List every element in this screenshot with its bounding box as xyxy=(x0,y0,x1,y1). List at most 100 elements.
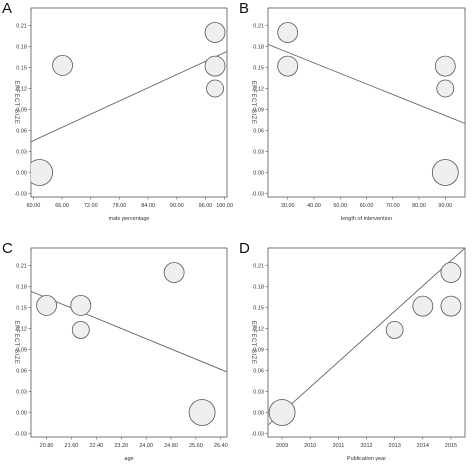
y-tick-label: 0.00 xyxy=(253,171,264,177)
y-axis-title: EFFECT SIZE xyxy=(250,321,256,365)
y-tick-label: 0.21 xyxy=(253,264,264,270)
x-tick-label: 50.00 xyxy=(333,203,347,209)
y-tick-label: 0.03 xyxy=(253,390,264,396)
study-bubble xyxy=(431,159,459,186)
x-tick-label: 2013 xyxy=(389,443,401,449)
x-tick-label: 24.00 xyxy=(139,443,153,449)
study-bubble xyxy=(71,320,90,339)
y-tick-label: 0.18 xyxy=(16,45,27,51)
study-bubble xyxy=(31,159,54,186)
y-tick-label: 0.09 xyxy=(16,348,27,354)
x-tick-label: 2015 xyxy=(445,443,457,449)
x-axis-title: age xyxy=(124,456,133,462)
study-bubble xyxy=(188,399,216,426)
study-bubble xyxy=(36,294,57,316)
x-tick-label: 20.80 xyxy=(40,443,54,449)
y-tick-label: 0.21 xyxy=(253,24,264,30)
study-bubble xyxy=(204,22,226,43)
x-axis-title: male percentage xyxy=(109,216,150,222)
panel-b: B -0.03 0.00 0.03 0.06 0.09 0.12 0.15 0.18 0.21 30… xyxy=(239,0,466,222)
panel-c: C -0.03 0.00 0.03 0.06 0.09 0.12 0.15 0.18 0.21 20… xyxy=(2,240,228,462)
regression-line xyxy=(268,248,465,426)
x-tick-label: 22.40 xyxy=(89,443,103,449)
x-tick-label: 21.60 xyxy=(65,443,79,449)
study-bubble xyxy=(440,262,462,283)
y-tick-label: 0.18 xyxy=(253,45,264,51)
y-tick-label: -0.03 xyxy=(14,192,27,198)
study-bubble xyxy=(440,295,462,317)
x-tick-label: 2010 xyxy=(304,443,316,449)
plot-frame xyxy=(30,7,228,198)
panel-a: A -0.03 0.00 0.03 0.06 0.09 0.12 0.15 0.18 0.21 60… xyxy=(2,0,233,222)
x-tick-label: 30.00 xyxy=(281,203,295,209)
y-tick-label: 0.12 xyxy=(16,327,27,333)
x-tick-label: 90.00 xyxy=(438,203,452,209)
y-tick-label: 0.15 xyxy=(253,306,264,312)
y-tick-label: 0.00 xyxy=(16,411,27,417)
y-tick-label: 0.00 xyxy=(16,171,27,177)
y-tick-label: 0.03 xyxy=(16,150,27,156)
study-bubble xyxy=(436,79,455,98)
panel-letter: D xyxy=(239,240,250,257)
x-tick-label: 84.00 xyxy=(141,203,155,209)
x-axis-title: Publication year xyxy=(347,456,386,462)
x-tick-label: 70.00 xyxy=(386,203,400,209)
y-tick-label: 0.03 xyxy=(16,390,27,396)
y-tick-label: 0.15 xyxy=(253,66,264,72)
y-tick-label: 0.09 xyxy=(253,348,264,354)
x-tick-label: 66.00 xyxy=(55,203,69,209)
x-tick-label: 96.00 xyxy=(199,203,213,209)
y-axis-title: EFFECT SIZE xyxy=(13,321,19,365)
y-tick-label: 0.12 xyxy=(253,327,264,333)
x-tick-label: 23.20 xyxy=(114,443,128,449)
regression-line xyxy=(31,50,227,143)
study-bubble xyxy=(70,294,92,316)
study-bubble xyxy=(268,399,296,426)
plot-frame xyxy=(267,247,466,438)
x-tick-label: 60.00 xyxy=(27,203,41,209)
x-tick-label: 90.00 xyxy=(170,203,184,209)
study-bubble xyxy=(434,55,456,77)
study-bubble xyxy=(163,262,185,283)
y-tick-label: -0.03 xyxy=(251,192,264,198)
x-tick-label: 40.00 xyxy=(307,203,321,209)
study-bubble xyxy=(277,55,299,77)
x-tick-label: 2011 xyxy=(332,443,344,449)
study-bubble xyxy=(204,55,226,77)
y-axis-title: EFFECT SIZE xyxy=(13,81,19,125)
x-axis-title: length of intervention xyxy=(341,216,392,222)
x-tick-label: 72.00 xyxy=(84,203,98,209)
panel-d: D -0.03 0.00 0.03 0.06 0.09 0.12 0.15 0.18 0.21 20… xyxy=(239,240,466,462)
study-bubble xyxy=(277,22,299,43)
y-tick-label: -0.03 xyxy=(251,432,264,438)
y-tick-label: 0.21 xyxy=(16,24,27,30)
y-tick-label: 0.00 xyxy=(253,411,264,417)
y-axis-title: EFFECT SIZE xyxy=(250,81,256,125)
plot-frame xyxy=(30,247,228,438)
y-tick-label: 0.06 xyxy=(253,369,264,375)
regression-line xyxy=(268,43,465,124)
regression-line xyxy=(31,290,227,373)
x-tick-label: 80.00 xyxy=(412,203,426,209)
x-tick-label: 60.00 xyxy=(360,203,374,209)
y-tick-label: 0.15 xyxy=(16,66,27,72)
study-bubble xyxy=(412,295,434,317)
y-tick-label: 0.09 xyxy=(16,108,27,114)
y-tick-label: 0.18 xyxy=(253,285,264,291)
study-bubble xyxy=(206,79,224,98)
y-tick-label: 0.12 xyxy=(16,87,27,93)
y-tick-label: 0.21 xyxy=(16,264,27,270)
panel-letter: A xyxy=(2,0,12,17)
x-tick-label: 24.80 xyxy=(164,443,178,449)
panel-letter: C xyxy=(2,240,13,257)
y-tick-label: -0.03 xyxy=(14,432,27,438)
x-tick-label: 100.00 xyxy=(216,203,233,209)
x-tick-label: 2009 xyxy=(276,443,288,449)
y-tick-label: 0.15 xyxy=(16,306,27,312)
x-tick-label: 26.40 xyxy=(214,443,228,449)
y-tick-label: 0.18 xyxy=(16,285,27,291)
y-tick-label: 0.09 xyxy=(253,108,264,114)
y-tick-label: 0.12 xyxy=(253,87,264,93)
y-tick-label: 0.03 xyxy=(253,150,264,156)
